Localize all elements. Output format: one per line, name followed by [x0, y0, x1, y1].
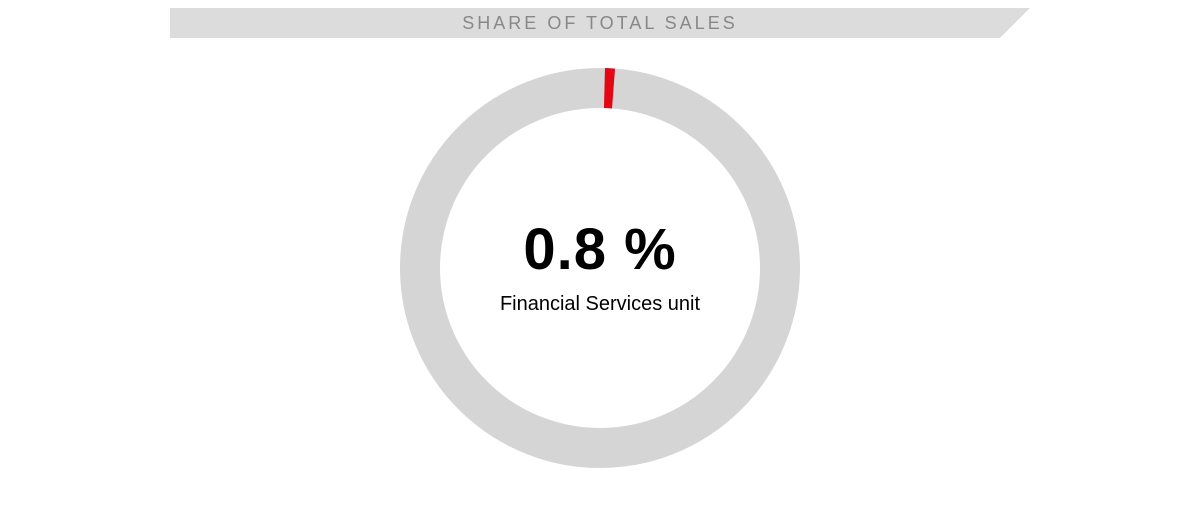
donut-value: 0.8 %: [523, 221, 676, 279]
donut-chart: 0.8 % Financial Services unit: [400, 68, 800, 468]
donut-chart-container: 0.8 % Financial Services unit: [0, 68, 1200, 468]
header-title: SHARE OF TOTAL SALES: [462, 13, 737, 34]
header-band: SHARE OF TOTAL SALES: [170, 8, 1030, 38]
donut-label: Financial Services unit: [500, 293, 700, 316]
donut-center: 0.8 % Financial Services unit: [400, 68, 800, 468]
